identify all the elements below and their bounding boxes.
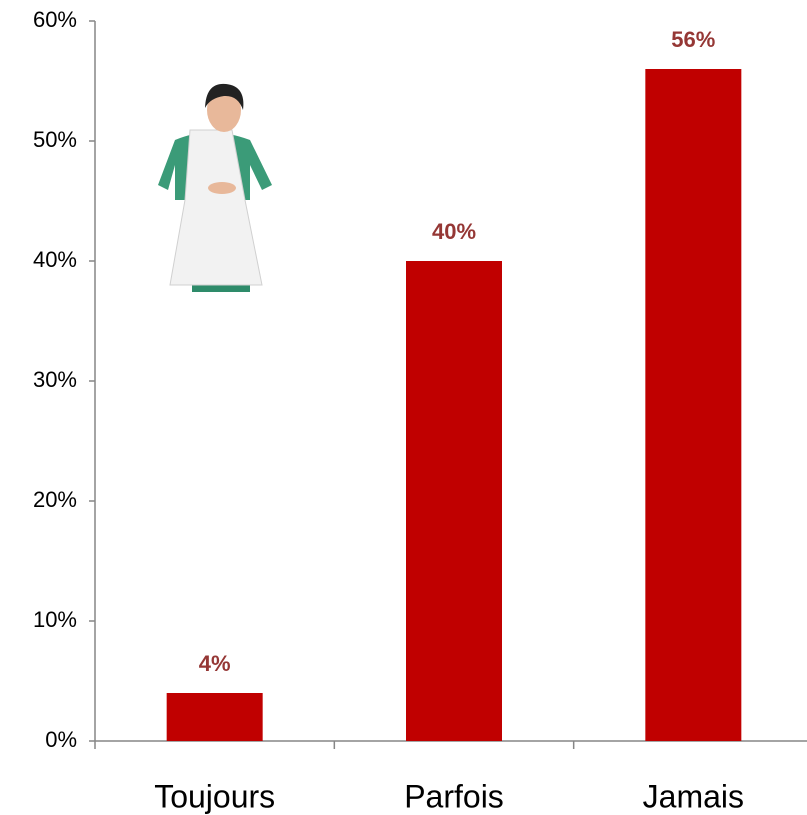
x-tick-label: Jamais (643, 778, 744, 814)
x-tick-label: Toujours (154, 778, 275, 814)
y-tick-label: 10% (33, 607, 77, 632)
x-tick-label: Parfois (404, 778, 504, 814)
value-label: 4% (199, 651, 231, 676)
bar (406, 261, 502, 741)
y-tick-label: 20% (33, 487, 77, 512)
y-tick-label: 50% (33, 127, 77, 152)
y-tick-label: 0% (45, 727, 77, 752)
bar (166, 693, 263, 741)
nurse-illustration (158, 83, 272, 292)
y-tick-label: 30% (33, 367, 77, 392)
value-label: 56% (671, 27, 715, 52)
y-tick-label: 40% (33, 247, 77, 272)
y-tick-label: 60% (33, 7, 77, 32)
value-label: 40% (432, 219, 476, 244)
bar (645, 69, 742, 741)
